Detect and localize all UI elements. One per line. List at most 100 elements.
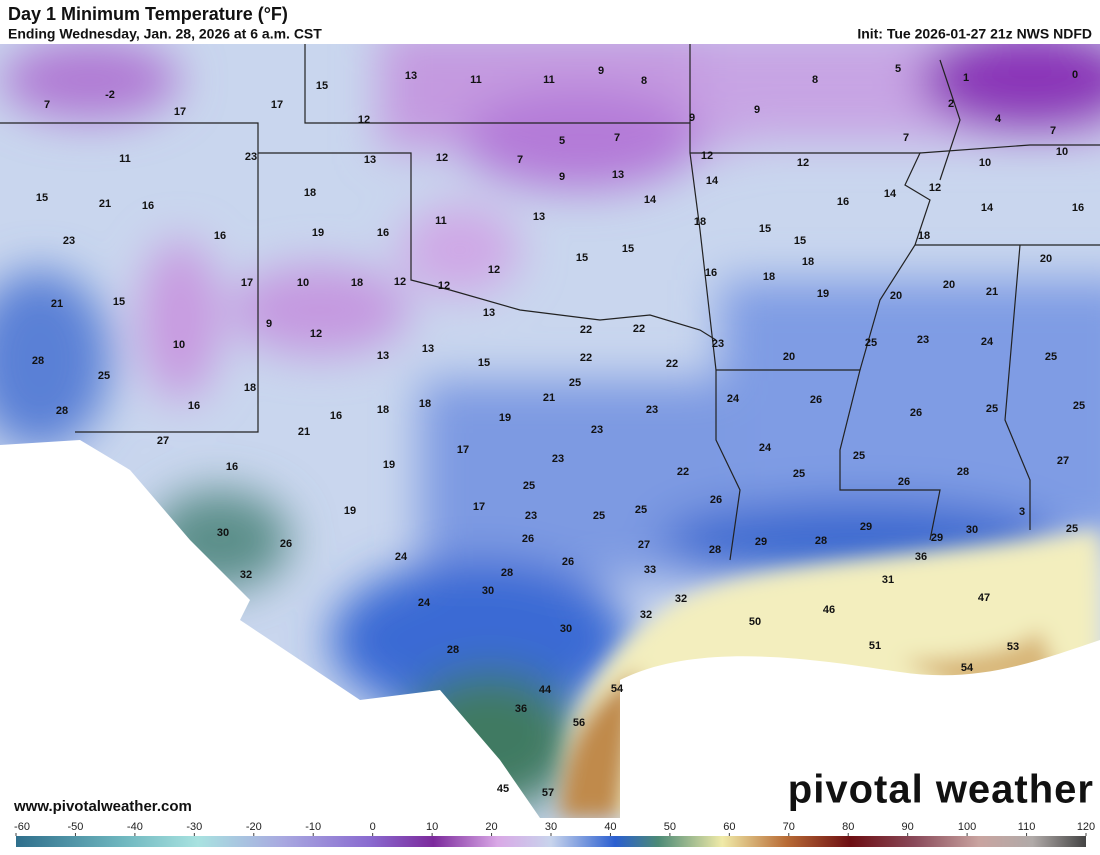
temperature-label: 14 [884,188,897,200]
temperature-label: 13 [377,350,389,362]
temperature-label: 30 [482,585,494,597]
temperature-label: -2 [105,89,115,101]
temperature-label: 23 [591,424,603,436]
temperature-label: 2 [948,98,954,110]
logo: pivotal weather [788,768,1094,812]
temperature-label: 27 [638,539,650,551]
colorbar-tick-label: 100 [958,821,976,833]
temperature-label: 28 [709,544,721,556]
temperature-label: 15 [316,80,328,92]
temperature-label: 25 [853,450,865,462]
colorbar-tick-label: 60 [723,821,735,833]
temperature-label: 24 [759,442,772,454]
state-borders [0,44,1100,561]
colorbar-tick-label: 30 [545,821,557,833]
temperature-label: 18 [244,382,256,394]
temperature-label: 25 [635,504,647,516]
temperature-label: 9 [266,318,272,330]
temperature-label: 54 [961,662,974,674]
temperature-label: 25 [1045,351,1057,363]
temperature-label: 13 [483,307,495,319]
temperature-label: 12 [929,182,941,194]
temperature-label: 19 [344,505,356,517]
colorbar-tick-label: 80 [842,821,854,833]
temperature-label: 15 [576,252,588,264]
temperature-label: 18 [377,404,389,416]
temperature-label: 7 [1050,125,1056,137]
temperature-label: 23 [646,404,658,416]
temperature-label: 25 [1066,523,1078,535]
temperature-label: 1 [963,72,969,84]
temperature-label: 57 [542,787,554,799]
temperature-label: 22 [633,323,645,335]
temperature-label: 20 [783,351,795,363]
temperature-label: 7 [903,132,909,144]
temperature-label: 29 [931,532,943,544]
temperature-label: 15 [478,357,490,369]
temperature-label: 12 [436,152,448,164]
temperature-label: 0 [1072,69,1078,81]
colorbar-tick-label: -20 [246,821,262,833]
temperature-label: 11 [543,74,555,86]
temperature-label: 29 [860,521,872,533]
temperature-label: 16 [837,196,849,208]
temperature-label: 9 [559,171,565,183]
temperature-label: 5 [559,135,565,147]
temperature-label: 12 [797,157,809,169]
map-subtitle: Ending Wednesday, Jan. 28, 2026 at 6 a.m… [8,26,322,42]
temperature-label: 31 [882,574,894,586]
temperature-label: 14 [981,202,994,214]
temperature-label: 32 [675,593,687,605]
temperature-label: 13 [405,70,417,82]
temperature-label: 28 [815,535,827,547]
colorbar-tick-label: -60 [14,821,30,833]
colorbar-tick-label: -40 [127,821,143,833]
temperature-label: 53 [1007,641,1019,653]
temperature-label: 18 [351,277,363,289]
colorbar-tick-label: 40 [604,821,616,833]
temperature-label: 21 [986,286,998,298]
colorbar-tick-label: -10 [305,821,321,833]
temperature-label: 30 [217,527,229,539]
colorbar-tick-label: 0 [370,821,376,833]
temperature-label: 25 [793,468,805,480]
temperature-label: 25 [569,377,581,389]
temperature-label: 13 [422,343,434,355]
temperature-label: 21 [51,298,63,310]
temperature-label: 24 [395,551,408,563]
temperature-label: 26 [810,394,822,406]
temperature-label: 11 [119,153,131,165]
temperature-label: 18 [802,256,814,268]
init-time: Init: Tue 2026-01-27 21z NWS NDFD [857,26,1092,42]
temperature-label: 15 [36,192,48,204]
temperature-label: 11 [435,215,447,227]
colorbar-tick-label: 70 [783,821,795,833]
temperature-label: 14 [644,194,657,206]
temperature-label: 24 [418,597,431,609]
temperature-label: 12 [438,280,450,292]
temperature-label: 28 [447,644,459,656]
temperature-label: 19 [499,412,511,424]
temperature-label: 22 [677,466,689,478]
temperature-label: 16 [142,200,154,212]
temperature-label: 27 [1057,455,1069,467]
temperature-label: 26 [522,533,534,545]
temperature-label: 25 [986,403,998,415]
temperature-label: 12 [488,264,500,276]
temperature-label: 32 [640,609,652,621]
temperature-label: 12 [701,150,713,162]
temperature-label: 15 [113,296,125,308]
temperature-label: 17 [271,99,283,111]
temperature-label: 7 [517,154,523,166]
temperature-label: 9 [598,65,604,77]
temperature-label: 10 [173,339,185,351]
temperature-label: 32 [240,569,252,581]
temperature-label: 17 [473,501,485,513]
temperature-label: 5 [895,63,901,75]
temperature-label: 18 [763,271,775,283]
temperature-label: 13 [612,169,624,181]
temperature-label: 13 [364,154,376,166]
temperature-label: 18 [918,230,930,242]
temperature-label: 18 [419,398,431,410]
temperature-label: 15 [794,235,806,247]
